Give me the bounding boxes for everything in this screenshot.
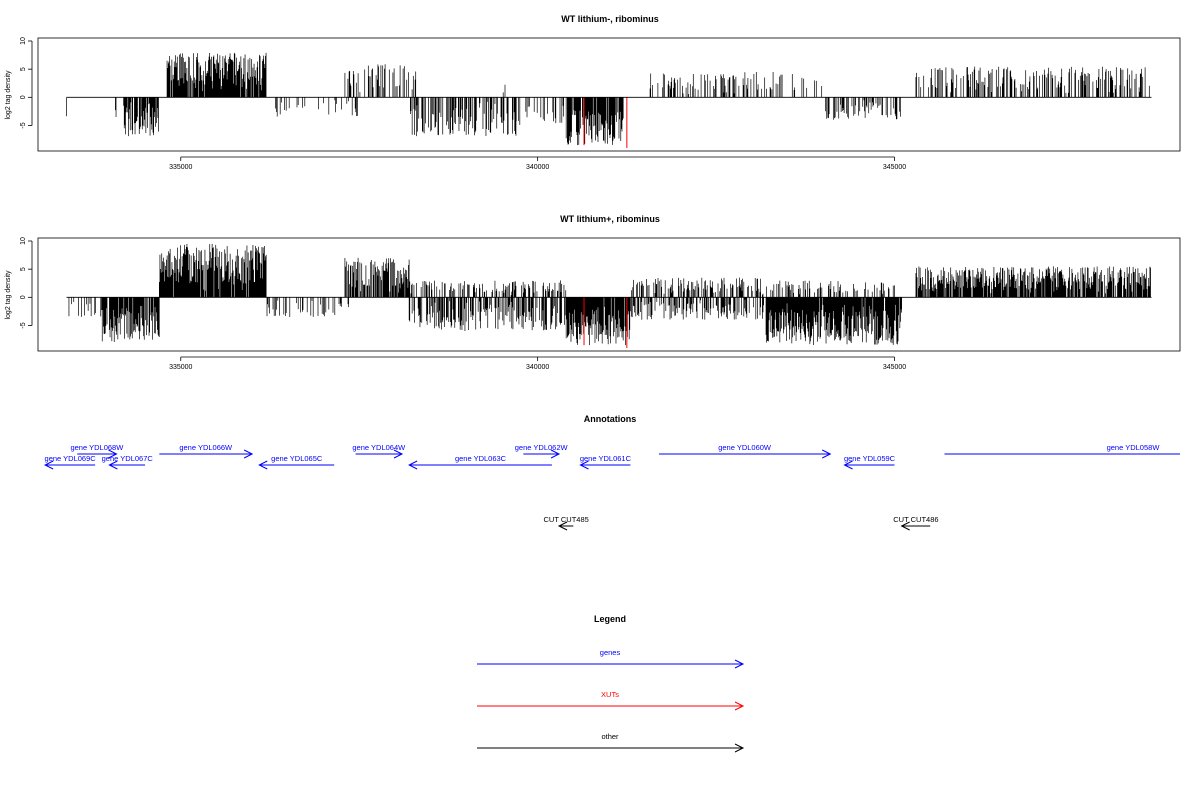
y-tick-label: 10: [20, 37, 27, 45]
y-tick-label: 5: [20, 67, 27, 71]
axes: -5 0 5 10 335000 340000 345000: [20, 237, 1152, 371]
y-axis-label: log2 tag density: [5, 70, 12, 120]
annotation-feature: gene YDL068W: [70, 443, 124, 459]
legend-arrow: [477, 701, 745, 711]
x-axis: 335000 340000 345000: [169, 356, 906, 371]
annotation-feature: gene YDL058W: [944, 443, 1180, 455]
x-tick-label: 340000: [526, 164, 549, 171]
annotation-feature: gene YDL062W: [515, 443, 569, 459]
legend-arrow: [477, 743, 745, 753]
y-tick-label: -5: [20, 122, 27, 128]
feature-label: gene YDL068W: [70, 443, 124, 452]
feature-arrow: [108, 460, 146, 470]
x-tick-label: 340000: [526, 364, 549, 371]
annotation-feature: gene YDL067C: [102, 454, 154, 470]
legend-label: XUTs: [601, 690, 619, 699]
feature-arrow: [523, 449, 561, 459]
legend: Legend genes XUTs other: [477, 614, 745, 753]
density-bars: [68, 243, 1151, 348]
y-tick-label: 5: [20, 267, 27, 271]
x-axis: 335000 340000 345000: [169, 156, 906, 171]
legend-arrow: [477, 659, 745, 669]
feature-label: CUT CUT486: [893, 515, 938, 524]
feature-label: gene YDL069C: [45, 454, 97, 463]
feature-arrow: [658, 449, 832, 459]
annotation-feature: gene YDL065C: [258, 454, 335, 470]
legend-entries: genes XUTs other: [477, 648, 745, 753]
track-panel-lithium-plus: WT lithium+, ribominus log2 tag density …: [5, 214, 1181, 371]
legend-label: other: [601, 732, 619, 741]
legend-title: Legend: [594, 614, 626, 624]
annotation-feature: gene YDL069C: [44, 454, 97, 470]
annotation-feature: gene YDL066W: [159, 443, 254, 459]
x-tick-label: 335000: [169, 364, 192, 371]
density-bars: [66, 52, 1150, 148]
annotation-feature: gene YDL061C: [579, 454, 632, 470]
annotation-feature: CUT CUT485: [544, 515, 589, 531]
x-tick-label: 345000: [883, 164, 906, 171]
annotation-feature: gene YDL063C: [408, 454, 552, 470]
track-panel-lithium-minus: WT lithium-, ribominus log2 tag density …: [5, 14, 1181, 171]
plot-frame: [37, 237, 1181, 352]
feature-arrow: [843, 460, 895, 470]
feature-list: gene YDL068W gene YDL069C gene YDL067C gene…: [44, 443, 1180, 531]
annotation-feature: CUT CUT486: [893, 515, 939, 531]
feature-label: gene YDL058W: [1107, 443, 1161, 452]
feature-arrow: [44, 460, 96, 470]
feature-label: gene YDL059C: [844, 454, 896, 463]
legend-entry-other: other: [477, 732, 745, 753]
annotation-feature: gene YDL064W: [352, 443, 406, 459]
y-axis: -5 0 5 10: [20, 37, 33, 129]
feature-label: gene YDL065C: [271, 454, 323, 463]
y-tick-label: -5: [20, 322, 27, 328]
feature-arrow: [579, 460, 631, 470]
annotation-feature: gene YDL060W: [658, 443, 832, 459]
feature-label: gene YDL067C: [102, 454, 154, 463]
legend-entry-xuts: XUTs: [477, 690, 745, 711]
y-axis-label: log2 tag density: [5, 270, 12, 320]
feature-arrow: [159, 449, 254, 459]
tag-density-bars: [68, 243, 1151, 346]
feature-arrow: [77, 449, 118, 459]
feature-label: CUT CUT485: [544, 515, 589, 524]
y-axis: -5 0 5 10: [20, 237, 33, 329]
feature-arrow: [900, 521, 931, 531]
legend-label: genes: [600, 648, 621, 657]
feature-arrow: [258, 460, 335, 470]
axes: -5 0 5 10 335000 340000 345000: [20, 37, 1152, 171]
tag-density-bars: [66, 52, 1150, 146]
plot-frame: [37, 37, 1181, 152]
feature-arrow: [557, 521, 574, 531]
legend-entry-genes: genes: [477, 648, 745, 669]
feature-label: gene YDL063C: [455, 454, 507, 463]
panel-title: WT lithium-, ribominus: [561, 14, 659, 24]
y-tick-label: 10: [20, 237, 27, 245]
panel-title: WT lithium+, ribominus: [560, 214, 660, 224]
feature-label: gene YDL066W: [179, 443, 233, 452]
annotation-feature: gene YDL059C: [843, 454, 896, 470]
feature-label: gene YDL064W: [352, 443, 406, 452]
y-tick-label: 0: [20, 295, 27, 299]
feature-arrow: [408, 460, 552, 470]
feature-arrow: [355, 449, 404, 459]
annotations-title: Annotations: [584, 414, 637, 424]
x-tick-label: 335000: [169, 164, 192, 171]
feature-label: gene YDL061C: [580, 454, 632, 463]
x-tick-label: 345000: [883, 364, 906, 371]
feature-label: gene YDL060W: [718, 443, 772, 452]
feature-label: gene YDL062W: [515, 443, 569, 452]
y-tick-label: 0: [20, 95, 27, 99]
